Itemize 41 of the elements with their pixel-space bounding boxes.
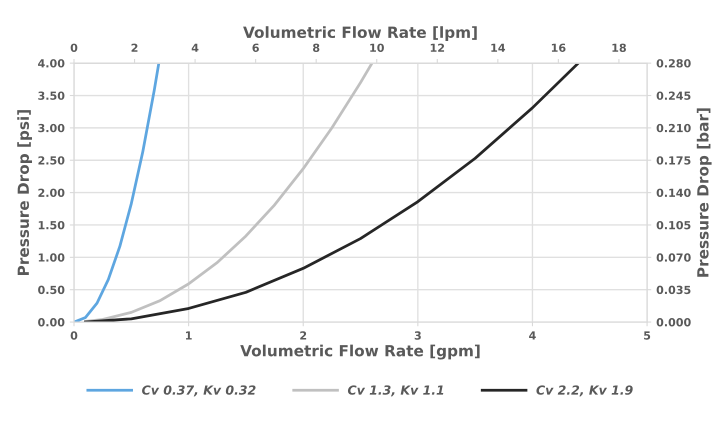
- x2-tick-label: 0: [70, 44, 78, 52]
- y-tick-label: 0.00: [38, 318, 64, 326]
- y-axis-title: Pressure Drop [psi]: [17, 110, 32, 275]
- y2-axis-title: Pressure Drop [bar]: [696, 108, 712, 277]
- y2-tick-label: 0.105: [656, 220, 690, 230]
- x2-tick-label: 6: [252, 44, 259, 52]
- legend-label: Cv 1.3, Kv 1.1: [348, 385, 444, 396]
- y2-tick-label: 0.070: [656, 253, 691, 262]
- x2-tick-label: 16: [552, 44, 566, 52]
- x2-axis-title: Volumetric Flow Rate [lpm]: [243, 26, 477, 41]
- y2-tick-label: 0.245: [656, 91, 690, 100]
- y2-tick-label: 0.280: [656, 59, 691, 68]
- y-tick-label: 0.50: [38, 286, 64, 294]
- x2-tick-label: 2: [132, 44, 138, 52]
- x-tick-label: 2: [300, 331, 306, 340]
- y2-tick-label: 0.140: [656, 188, 691, 197]
- x-tick-label: 1: [186, 331, 192, 340]
- y-tick-label: 4.00: [38, 59, 64, 68]
- y2-tick-label: 0.000: [656, 318, 691, 326]
- x-axis-title: Volumetric Flow Rate [gpm]: [240, 344, 480, 360]
- y2-tick-label: 0.035: [656, 286, 690, 294]
- x-tick-label: 5: [644, 331, 650, 340]
- x-tick-label: 3: [414, 331, 421, 340]
- y-tick-label: 1.00: [38, 253, 64, 262]
- legend-label: Cv 0.37, Kv 0.32: [142, 385, 256, 396]
- x2-tick-label: 8: [313, 44, 320, 52]
- x2-tick-label: 12: [430, 44, 444, 52]
- y2-tick-label: 0.210: [656, 124, 691, 132]
- y-tick-label: 1.50: [38, 220, 64, 230]
- y-tick-label: 3.00: [38, 124, 64, 132]
- x2-tick-label: 14: [491, 44, 506, 52]
- legend-label: Cv 2.2, Kv 1.9: [536, 385, 633, 396]
- x2-tick-label: 4: [192, 44, 198, 52]
- x2-tick-label: 10: [370, 44, 384, 52]
- y2-tick-label: 0.175: [656, 156, 690, 165]
- y-tick-label: 2.50: [38, 156, 64, 165]
- x-tick-label: 0: [70, 331, 78, 340]
- y-tick-label: 3.50: [38, 91, 64, 100]
- x2-tick-label: 18: [612, 44, 626, 52]
- y-tick-label: 2.00: [38, 188, 64, 197]
- x-tick-label: 4: [529, 331, 536, 340]
